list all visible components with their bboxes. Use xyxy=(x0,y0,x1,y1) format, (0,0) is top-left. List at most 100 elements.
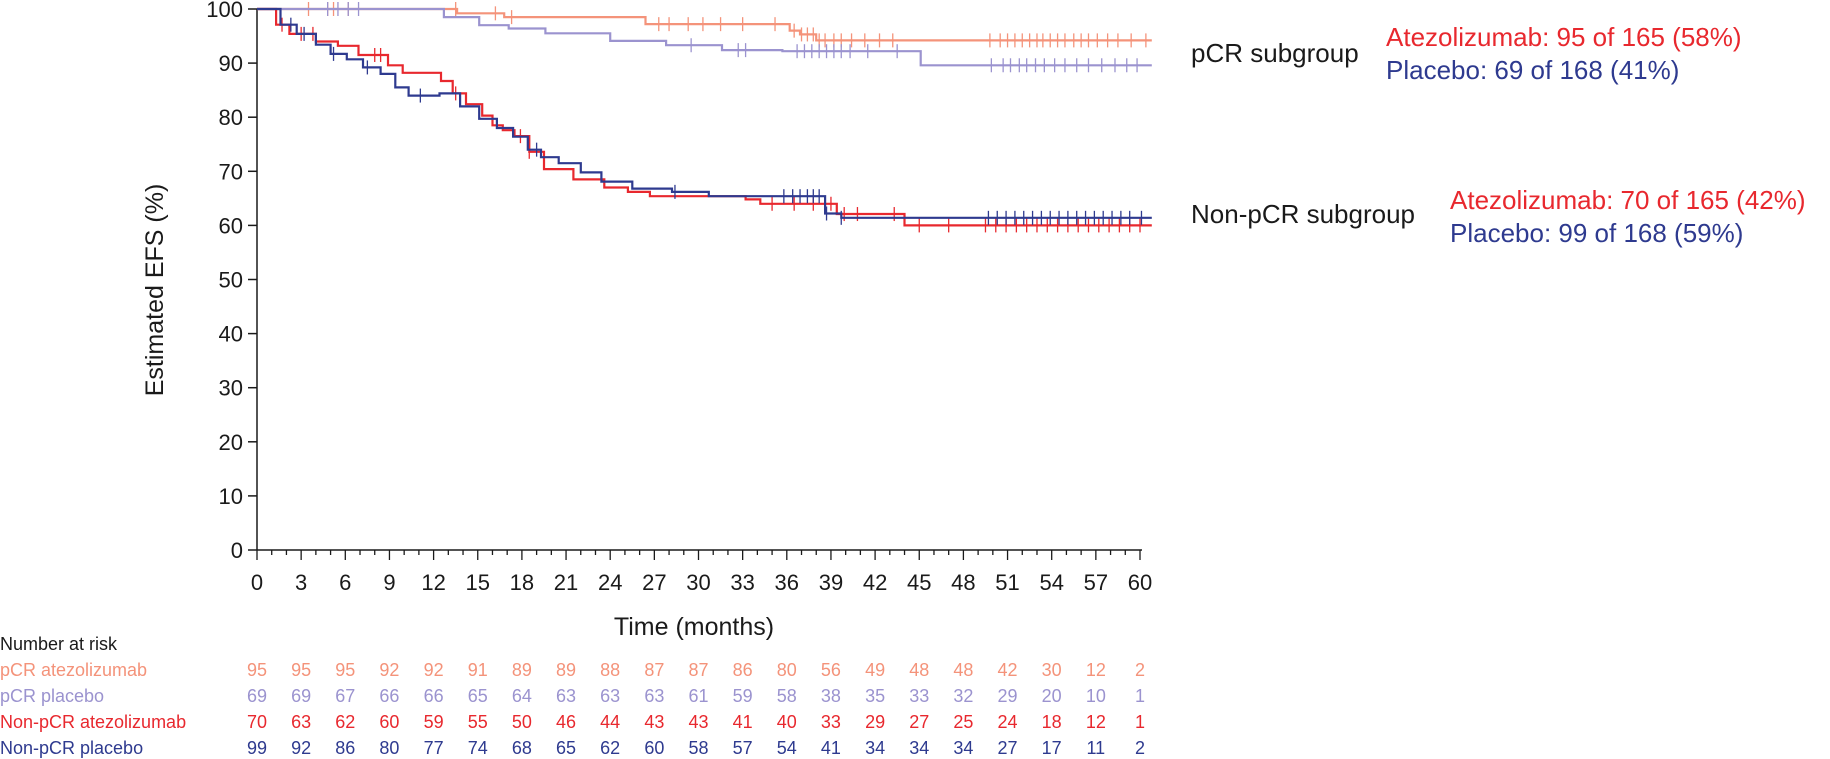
risk-value: 12 xyxy=(1086,660,1106,680)
y-tick-label: 10 xyxy=(219,484,243,509)
risk-value: 41 xyxy=(821,738,841,758)
risk-row: Non-pCR atezolizumab 70 63 62 60 59 55 50 46 44 43… xyxy=(0,712,1145,732)
x-tick-label: 12 xyxy=(421,570,445,595)
risk-value: 54 xyxy=(777,738,797,758)
risk-value: 87 xyxy=(688,660,708,680)
risk-value: 92 xyxy=(291,738,311,758)
group-result-atezolizumab: Atezolizumab: 95 of 165 (58%) xyxy=(1386,22,1742,52)
risk-value: 58 xyxy=(688,738,708,758)
x-tick-label: 48 xyxy=(951,570,975,595)
series-nonpcr_placebo xyxy=(257,7,1152,225)
y-tick-label: 90 xyxy=(219,51,243,76)
x-tick-label: 15 xyxy=(466,570,490,595)
group-result-atezolizumab: Atezolizumab: 70 of 165 (42%) xyxy=(1450,185,1806,215)
risk-value: 25 xyxy=(953,712,973,732)
risk-value: 64 xyxy=(512,686,532,706)
series-pcr_atezolizumab xyxy=(257,2,1152,48)
x-tick-label: 24 xyxy=(598,570,622,595)
x-tick-label: 30 xyxy=(686,570,710,595)
y-tick-label: 80 xyxy=(219,105,243,130)
risk-value: 89 xyxy=(556,660,576,680)
risk-value: 24 xyxy=(998,712,1018,732)
risk-value: 29 xyxy=(865,712,885,732)
x-tick-label: 36 xyxy=(775,570,799,595)
risk-value: 60 xyxy=(379,712,399,732)
risk-value: 80 xyxy=(379,738,399,758)
risk-value: 44 xyxy=(600,712,620,732)
risk-value: 60 xyxy=(644,738,664,758)
risk-value: 41 xyxy=(733,712,753,732)
risk-table-title: Number at risk xyxy=(0,634,118,654)
risk-value: 63 xyxy=(556,686,576,706)
risk-value: 92 xyxy=(379,660,399,680)
risk-value: 50 xyxy=(512,712,532,732)
x-tick-label: 18 xyxy=(510,570,534,595)
risk-value: 30 xyxy=(1042,660,1062,680)
risk-value: 89 xyxy=(512,660,532,680)
risk-value: 33 xyxy=(821,712,841,732)
risk-row: pCR atezolizumab 95 95 95 92 92 91 89 89 88 87 87 86… xyxy=(0,660,1145,680)
group-result-placebo: Placebo: 69 of 168 (41%) xyxy=(1386,55,1679,85)
y-tick-label: 50 xyxy=(219,268,243,293)
risk-value: 99 xyxy=(247,738,267,758)
y-tick-label: 60 xyxy=(219,213,243,238)
group-result-placebo: Placebo: 99 of 168 (59%) xyxy=(1450,218,1743,248)
risk-value: 56 xyxy=(821,660,841,680)
risk-value: 2 xyxy=(1135,660,1145,680)
risk-value: 95 xyxy=(291,660,311,680)
group-pcr: pCR subgroup Atezolizumab: 95 of 165 (58%… xyxy=(1191,22,1742,85)
risk-value: 32 xyxy=(953,686,973,706)
risk-value: 18 xyxy=(1042,712,1062,732)
curve-line xyxy=(257,7,1152,42)
risk-value: 86 xyxy=(733,660,753,680)
risk-value: 58 xyxy=(777,686,797,706)
risk-value: 34 xyxy=(909,738,929,758)
risk-value: 12 xyxy=(1086,712,1106,732)
risk-value: 2 xyxy=(1135,738,1145,758)
risk-value: 80 xyxy=(777,660,797,680)
risk-value: 74 xyxy=(468,738,488,758)
risk-value: 35 xyxy=(865,686,885,706)
y-tick-label: 0 xyxy=(231,538,243,563)
risk-value: 69 xyxy=(247,686,267,706)
group-label: Non-pCR subgroup xyxy=(1191,199,1415,229)
risk-value: 49 xyxy=(865,660,885,680)
risk-row-label: Non-pCR atezolizumab xyxy=(0,712,186,732)
series-nonpcr_atezolizumab xyxy=(257,7,1152,233)
series-pcr_placebo xyxy=(257,2,1152,73)
risk-value: 29 xyxy=(998,686,1018,706)
y-tick-label: 30 xyxy=(219,376,243,401)
risk-value: 77 xyxy=(424,738,444,758)
risk-row: Non-pCR placebo 99 92 86 80 77 74 68 65 62 60 58 57 5… xyxy=(0,738,1145,758)
risk-value: 17 xyxy=(1042,738,1062,758)
risk-value: 92 xyxy=(424,660,444,680)
x-tick-label: 60 xyxy=(1128,570,1152,595)
y-tick-label: 100 xyxy=(206,0,243,22)
risk-value: 63 xyxy=(291,712,311,732)
x-tick-label: 6 xyxy=(339,570,351,595)
risk-value: 69 xyxy=(291,686,311,706)
risk-value: 43 xyxy=(644,712,664,732)
group-label: pCR subgroup xyxy=(1191,38,1359,68)
risk-value: 11 xyxy=(1087,738,1106,758)
x-axis-label: Time (months) xyxy=(614,613,774,641)
risk-value: 1 xyxy=(1135,686,1145,706)
risk-value: 88 xyxy=(600,660,620,680)
group-nonpcr: Non-pCR subgroup Atezolizumab: 70 of 165 … xyxy=(1191,185,1806,248)
risk-value: 27 xyxy=(909,712,929,732)
risk-value: 43 xyxy=(688,712,708,732)
risk-value: 95 xyxy=(247,660,267,680)
x-tick-label: 33 xyxy=(730,570,754,595)
x-tick-label: 54 xyxy=(1039,570,1063,595)
risk-value: 34 xyxy=(953,738,973,758)
risk-value: 86 xyxy=(335,738,355,758)
curve-line xyxy=(257,7,1152,67)
risk-row-label: pCR atezolizumab xyxy=(0,660,147,680)
risk-value: 20 xyxy=(1042,686,1062,706)
y-tick-label: 40 xyxy=(219,322,243,347)
risk-value: 48 xyxy=(953,660,973,680)
risk-value: 61 xyxy=(688,686,708,706)
risk-value: 87 xyxy=(644,660,664,680)
risk-value: 27 xyxy=(998,738,1018,758)
